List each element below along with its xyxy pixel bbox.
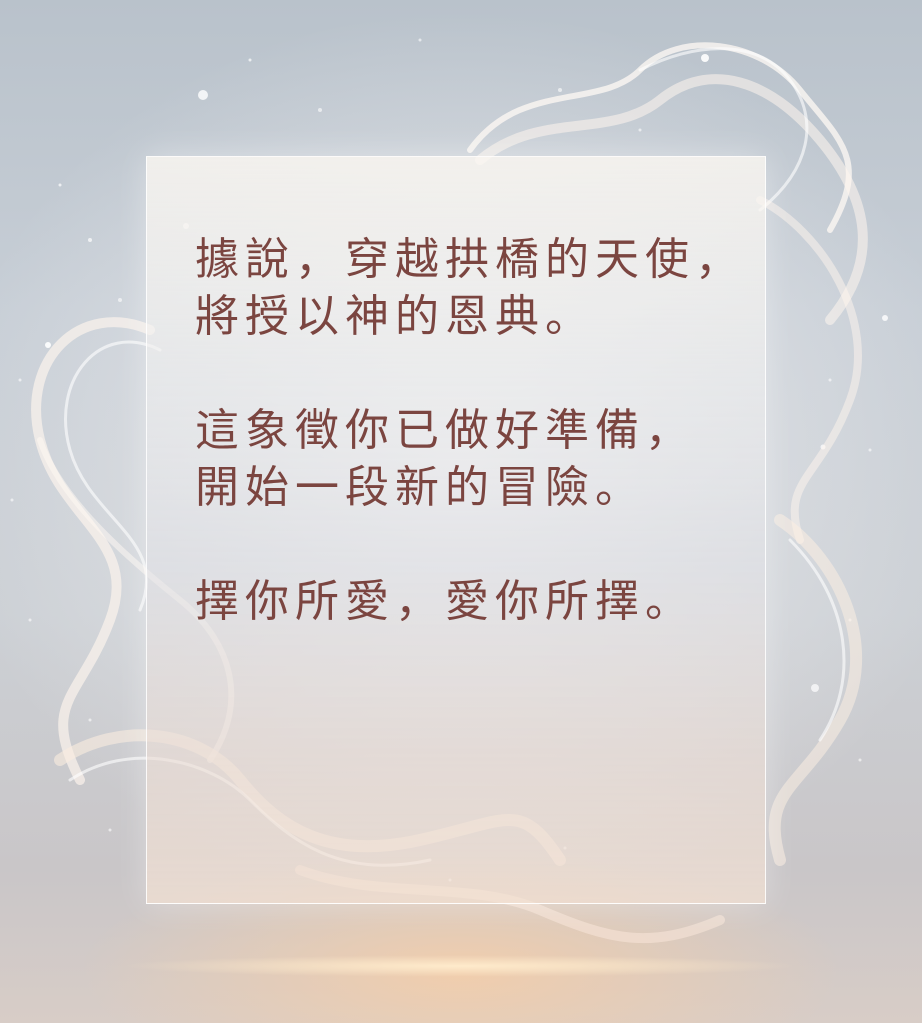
poem-line: 將授以神的恩典。	[195, 291, 595, 342]
poem-line: 這象徵你已做好準備，	[195, 405, 695, 456]
poem-line: 據說，穿越拱橋的天使，	[195, 234, 745, 285]
stanza-gap	[195, 516, 755, 573]
poem: 據說，穿越拱橋的天使， 將授以神的恩典。 這象徵你已做好準備， 開始一段新的冒險…	[195, 231, 755, 630]
poem-line: 開始一段新的冒險。	[195, 462, 645, 513]
poem-line: 擇你所愛，愛你所擇。	[195, 576, 695, 627]
text-panel: 據說，穿越拱橋的天使， 將授以神的恩典。 這象徵你已做好準備， 開始一段新的冒險…	[146, 156, 766, 904]
stanza-gap	[195, 345, 755, 402]
light-glow	[120, 955, 800, 977]
